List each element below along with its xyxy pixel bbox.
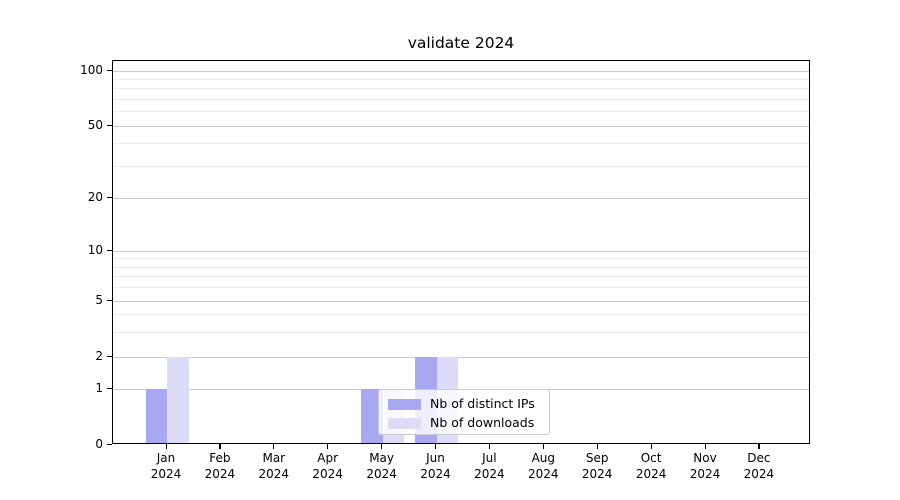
y-tick-mark: [107, 69, 112, 71]
x-tick-mark: [542, 444, 544, 449]
x-tick-label: Jun 2024: [420, 451, 451, 481]
x-tick-label: May 2024: [366, 451, 397, 481]
gridline-minor: [113, 78, 809, 80]
y-tick-label: 20: [87, 190, 103, 204]
y-tick-mark: [107, 387, 112, 389]
y-tick-mark: [107, 299, 112, 301]
gridline-minor: [113, 258, 809, 260]
legend-label-distinct-ips: Nb of distinct IPs: [430, 396, 535, 411]
y-tick-mark: [107, 355, 112, 357]
gridline-minor: [113, 331, 809, 333]
gridline-minor: [113, 143, 809, 145]
x-tick-mark: [650, 444, 652, 449]
y-tick-label: 2: [95, 349, 103, 363]
x-tick-label: Mar 2024: [258, 451, 290, 481]
x-tick-label: Jul 2024: [474, 451, 505, 481]
gridline-minor: [113, 314, 809, 316]
gridline-minor: [113, 88, 809, 90]
x-tick-mark: [435, 444, 437, 449]
legend-swatch-distinct-ips-icon: [388, 398, 421, 410]
y-tick-mark: [107, 124, 112, 126]
gridline-major: [113, 356, 809, 358]
legend-entry-downloads: Nb of downloads: [388, 414, 549, 432]
gridline-major: [113, 70, 809, 72]
gridline-minor: [113, 266, 809, 268]
gridline-minor: [113, 111, 809, 113]
gridline-major: [113, 250, 809, 252]
x-tick-mark: [758, 444, 760, 449]
x-tick-label: Nov 2024: [689, 451, 721, 481]
x-tick-mark: [165, 444, 167, 449]
legend-swatch-downloads-icon: [388, 417, 421, 429]
x-tick-label: Apr 2024: [312, 451, 343, 481]
y-tick-mark: [107, 249, 112, 251]
legend-label-downloads: Nb of downloads: [430, 415, 535, 430]
x-tick-mark: [488, 444, 491, 449]
y-tick-label: 50: [87, 118, 103, 132]
legend: Nb of distinct IPs Nb of downloads: [378, 389, 550, 435]
y-tick-mark: [107, 196, 112, 198]
gridline-minor: [113, 287, 809, 289]
bar-downloads-jan: [167, 357, 189, 443]
gridline-major: [113, 300, 809, 302]
x-tick-mark: [596, 444, 598, 449]
x-tick-mark: [219, 444, 221, 449]
x-tick-label: Feb 2024: [204, 451, 236, 481]
y-tick-mark: [107, 443, 112, 445]
x-tick-label: Oct 2024: [635, 451, 667, 481]
x-tick-label: Sep 2024: [581, 451, 613, 481]
gridline-minor: [113, 98, 809, 100]
x-tick-mark: [381, 444, 383, 449]
x-tick-mark: [327, 444, 329, 449]
y-tick-label: 10: [87, 243, 103, 257]
y-tick-label: 1: [95, 381, 103, 395]
bar-distinct-ips-jan: [145, 389, 167, 443]
x-tick-label: Dec 2024: [743, 451, 775, 481]
gridline-major: [113, 197, 809, 199]
x-tick-label: Aug 2024: [528, 451, 559, 481]
x-tick-mark: [704, 444, 706, 449]
plot-area: [112, 60, 810, 444]
gridline-major: [113, 125, 809, 127]
x-tick-label: Jan 2024: [150, 451, 182, 481]
legend-entry-distinct-ips: Nb of distinct IPs: [388, 395, 549, 413]
y-tick-label: 5: [95, 293, 103, 307]
gridline-minor: [113, 165, 809, 167]
y-tick-label: 0: [95, 437, 103, 451]
y-tick-label: 100: [80, 63, 103, 77]
bar-distinct-ips-may: [361, 389, 383, 443]
gridline-minor: [113, 276, 809, 278]
x-tick-mark: [273, 444, 275, 449]
chart-title: validate 2024: [407, 34, 515, 52]
